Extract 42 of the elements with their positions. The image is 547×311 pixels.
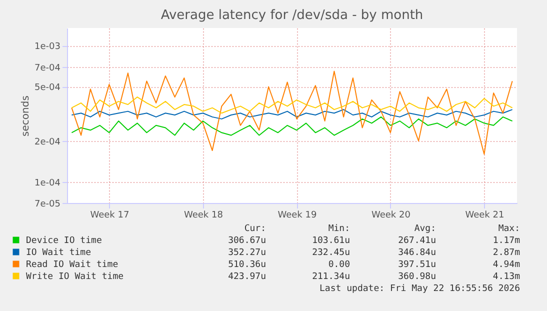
text: Avg: bbox=[414, 224, 436, 234]
text: 306.67u bbox=[228, 236, 266, 246]
text: 232.45u bbox=[312, 248, 350, 258]
legend-label: Device IO time bbox=[26, 236, 102, 246]
y-tick-label: 1e-03 bbox=[34, 42, 60, 52]
text: 103.61u bbox=[312, 236, 350, 246]
text: 211.34u bbox=[312, 272, 350, 282]
text: 510.36u bbox=[228, 260, 266, 270]
line-series bbox=[71, 96, 513, 114]
text: 4.94m bbox=[492, 260, 520, 270]
text: 352.27u bbox=[228, 248, 266, 258]
y-axis-title: seconds bbox=[20, 96, 32, 136]
y-tick-label: 1e-04 bbox=[34, 178, 61, 188]
y-tick-label: 7e-05 bbox=[34, 200, 60, 210]
line-series bbox=[71, 109, 513, 120]
x-tick-label: Week 21 bbox=[465, 210, 504, 220]
text: 346.84u bbox=[398, 248, 436, 258]
text: 267.41u bbox=[398, 236, 436, 246]
x-tick-label: Week 19 bbox=[278, 210, 317, 220]
line-series bbox=[71, 116, 513, 136]
text: 1.17m bbox=[492, 236, 520, 246]
y-tick-label: 2e-04 bbox=[34, 137, 61, 148]
text: 4.13m bbox=[492, 272, 520, 282]
legend-label: IO Wait time bbox=[26, 248, 92, 258]
x-tick-label: Week 20 bbox=[371, 210, 411, 220]
text: 0.00 bbox=[328, 260, 350, 270]
text: Last update: Fri May 22 16:55:56 2026 bbox=[320, 284, 520, 294]
chart-title: Average latency for /dev/sda - by month bbox=[160, 8, 424, 23]
text: Cur: bbox=[244, 224, 266, 234]
y-tick-label: 5e-04 bbox=[34, 83, 61, 94]
x-tick-label: Week 18 bbox=[184, 210, 224, 220]
text: Min: bbox=[328, 224, 350, 234]
x-tick-label: Week 17 bbox=[90, 210, 130, 220]
text: 423.97u bbox=[228, 272, 266, 282]
text: 2.87m bbox=[492, 248, 520, 258]
legend-label: Read IO Wait time bbox=[26, 260, 118, 270]
y-tick-label: 7e-04 bbox=[34, 63, 61, 74]
legend-label: Write IO Wait time bbox=[26, 272, 124, 282]
text: 360.98u bbox=[398, 272, 436, 282]
text: Max: bbox=[498, 224, 520, 234]
line-series bbox=[71, 70, 513, 155]
text: 397.51u bbox=[398, 260, 436, 270]
